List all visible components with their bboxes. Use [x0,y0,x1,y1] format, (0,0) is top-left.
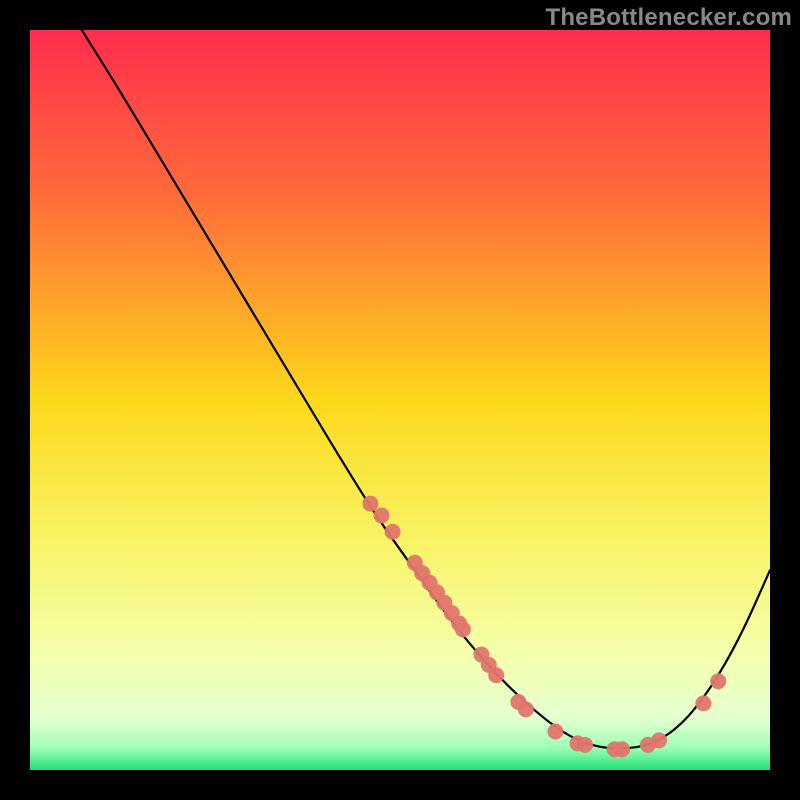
marker-point [695,695,711,711]
chart-container: TheBottlenecker.com [0,0,800,800]
marker-point [651,732,667,748]
marker-point [614,741,630,757]
marker-point [518,701,534,717]
marker-point [488,667,504,683]
marker-point [547,724,563,740]
marker-point [362,496,378,512]
marker-point [374,507,390,523]
marker-point [577,737,593,753]
marker-point [455,621,471,637]
plot-background [30,30,770,770]
watermark-text: TheBottlenecker.com [545,4,792,32]
plot-svg [30,30,770,770]
marker-point [710,673,726,689]
marker-point [385,524,401,540]
